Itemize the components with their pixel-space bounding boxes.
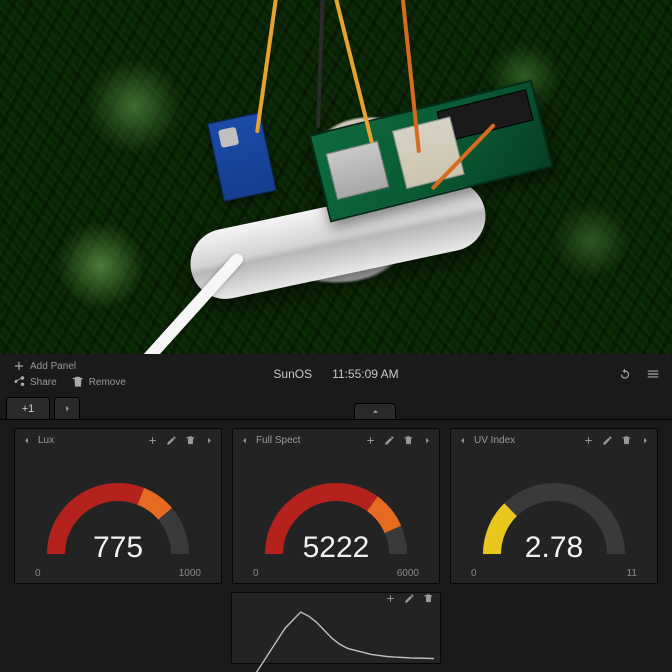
panel-header xyxy=(232,593,440,604)
chevron-right-icon[interactable] xyxy=(204,435,215,446)
panel-header: Full Spect xyxy=(233,429,439,451)
panel-tools xyxy=(365,435,433,446)
pencil-icon[interactable] xyxy=(404,593,415,604)
plus-icon[interactable] xyxy=(365,435,376,446)
menu-icon[interactable] xyxy=(646,367,660,381)
dashboard-header: Add Panel Share Remove SunOS 11:55:09 AM xyxy=(0,354,672,394)
share-label: Share xyxy=(30,377,57,388)
dashboard: Add Panel Share Remove SunOS 11:55:09 AM xyxy=(0,354,672,672)
gauge-scale: 0 6000 xyxy=(253,568,419,579)
header-left-controls: Add Panel Share Remove xyxy=(12,359,126,389)
jumper-wire xyxy=(316,0,325,128)
gauge-body: 5222 0 6000 xyxy=(233,451,439,583)
chart-row xyxy=(8,592,664,664)
jumper-wire xyxy=(255,0,278,133)
chevron-right-icon[interactable] xyxy=(422,435,433,446)
chip xyxy=(392,117,465,190)
add-panel-button[interactable]: Add Panel xyxy=(12,359,76,373)
trash-icon[interactable] xyxy=(423,593,434,604)
gauge-min: 0 xyxy=(253,568,259,579)
panel-title: UV Index xyxy=(474,435,577,446)
gauge-body: 775 0 1000 xyxy=(15,451,221,583)
gauge-body: 2.78 0 11 xyxy=(451,451,657,583)
add-panel-label: Add Panel xyxy=(30,361,76,372)
gauge-scale: 0 1000 xyxy=(35,568,201,579)
panel-title: Lux xyxy=(38,435,141,446)
time-label: 11:55:09 AM xyxy=(332,367,399,381)
line-chart-panel xyxy=(231,592,441,664)
panel-title: Full Spect xyxy=(256,435,359,446)
trash-icon[interactable] xyxy=(185,435,196,446)
remove-icon xyxy=(71,375,85,389)
chevron-left-icon[interactable] xyxy=(239,435,250,446)
plus-icon xyxy=(12,359,26,373)
reload-icon[interactable] xyxy=(618,367,632,381)
hardware-photo xyxy=(0,0,672,354)
gauge-max: 6000 xyxy=(397,568,419,579)
header-right-controls xyxy=(618,367,660,381)
gauge-panel: Full Spect 5222 0 6000 xyxy=(232,428,440,584)
plus-icon[interactable] xyxy=(583,435,594,446)
chevron-left-icon[interactable] xyxy=(21,435,32,446)
share-icon xyxy=(12,375,26,389)
gauge-row: Lux 775 0 1000 Full Spect xyxy=(8,428,664,584)
tab-add[interactable]: +1 xyxy=(6,397,50,419)
chart-body xyxy=(232,604,440,672)
trash-icon[interactable] xyxy=(621,435,632,446)
gauge-value: 5222 xyxy=(233,531,439,565)
remove-button[interactable]: Remove xyxy=(71,375,126,389)
gauge-panel: Lux 775 0 1000 xyxy=(14,428,222,584)
chevron-left-icon[interactable] xyxy=(457,435,468,446)
plus-icon[interactable] xyxy=(385,593,396,604)
remove-label: Remove xyxy=(89,377,126,388)
gauge-min: 0 xyxy=(471,568,477,579)
gauge-value: 2.78 xyxy=(451,531,657,565)
panel-area: Lux 775 0 1000 Full Spect xyxy=(0,420,672,672)
plus-icon[interactable] xyxy=(147,435,158,446)
sensor-module xyxy=(207,112,276,201)
carrier-label: SunOS xyxy=(273,367,312,381)
chevron-right-icon[interactable] xyxy=(640,435,651,446)
gauge-scale: 0 11 xyxy=(471,568,637,579)
panel-tools xyxy=(583,435,651,446)
pencil-icon[interactable] xyxy=(384,435,395,446)
gauge-panel: UV Index 2.78 0 11 xyxy=(450,428,658,584)
tab-strip: +1 xyxy=(0,394,672,420)
gauge-min: 0 xyxy=(35,568,41,579)
header-center: SunOS 11:55:09 AM xyxy=(273,367,398,381)
gauge-value: 775 xyxy=(15,531,221,565)
panel-header: Lux xyxy=(15,429,221,451)
pencil-icon[interactable] xyxy=(602,435,613,446)
line-chart xyxy=(238,606,434,672)
gauge-max: 1000 xyxy=(179,568,201,579)
tab-add-label: +1 xyxy=(22,403,35,415)
share-button[interactable]: Share xyxy=(12,375,57,389)
panel-tools xyxy=(385,593,434,604)
chevron-right-icon xyxy=(62,403,73,414)
pencil-icon[interactable] xyxy=(166,435,177,446)
drawer-toggle[interactable] xyxy=(354,403,396,419)
tab-next[interactable] xyxy=(54,397,80,419)
gauge-max: 11 xyxy=(627,568,637,579)
panel-header: UV Index xyxy=(451,429,657,451)
jumper-wire xyxy=(333,0,373,143)
panel-tools xyxy=(147,435,215,446)
chevron-up-icon xyxy=(370,406,381,417)
trash-icon[interactable] xyxy=(403,435,414,446)
